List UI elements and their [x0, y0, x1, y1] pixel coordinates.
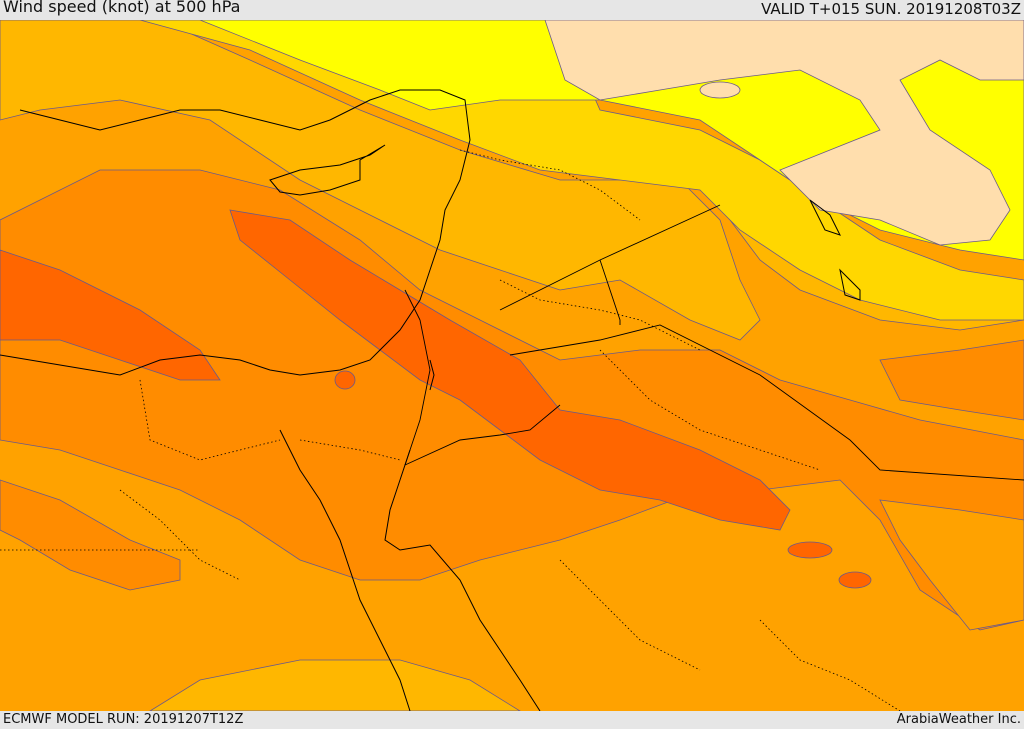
band-red-orange-blob2 [838, 571, 872, 589]
band-amber-south [149, 659, 521, 711]
credit: ArabiaWeather Inc. [896, 712, 1021, 727]
model-run: ECMWF MODEL RUN: 20191207T12Z [3, 712, 244, 727]
band-red-orange-blob1 [787, 541, 833, 559]
map-canvas [0, 20, 1024, 711]
band-red-orange [0, 249, 221, 381]
map-footer: ECMWF MODEL RUN: 20191207T12Z ArabiaWeat… [0, 711, 1024, 729]
valid-time: VALID T+015 SUN. 20191208T03Z [761, 0, 1021, 18]
band-palest [544, 20, 1024, 246]
band-gold [139, 20, 1024, 321]
band-palest-blob [699, 81, 741, 99]
coastlines [0, 89, 861, 711]
band-orange-se [879, 499, 1024, 631]
band-red-orange-center [229, 209, 791, 531]
solid-borders [404, 204, 1024, 481]
band-dark-orange-sw [0, 479, 181, 591]
band-red-orange-blob3 [334, 370, 356, 390]
map-title: Wind speed (knot) at 500 hPa [3, 0, 241, 16]
band-amber [0, 20, 761, 341]
wind-speed-map[interactable] [0, 20, 1024, 711]
map-header: Wind speed (knot) at 500 hPa VALID T+015… [0, 0, 1024, 20]
band-dark-orange-east [879, 339, 1024, 421]
country-borders [0, 149, 901, 711]
band-yellow [199, 20, 1024, 261]
